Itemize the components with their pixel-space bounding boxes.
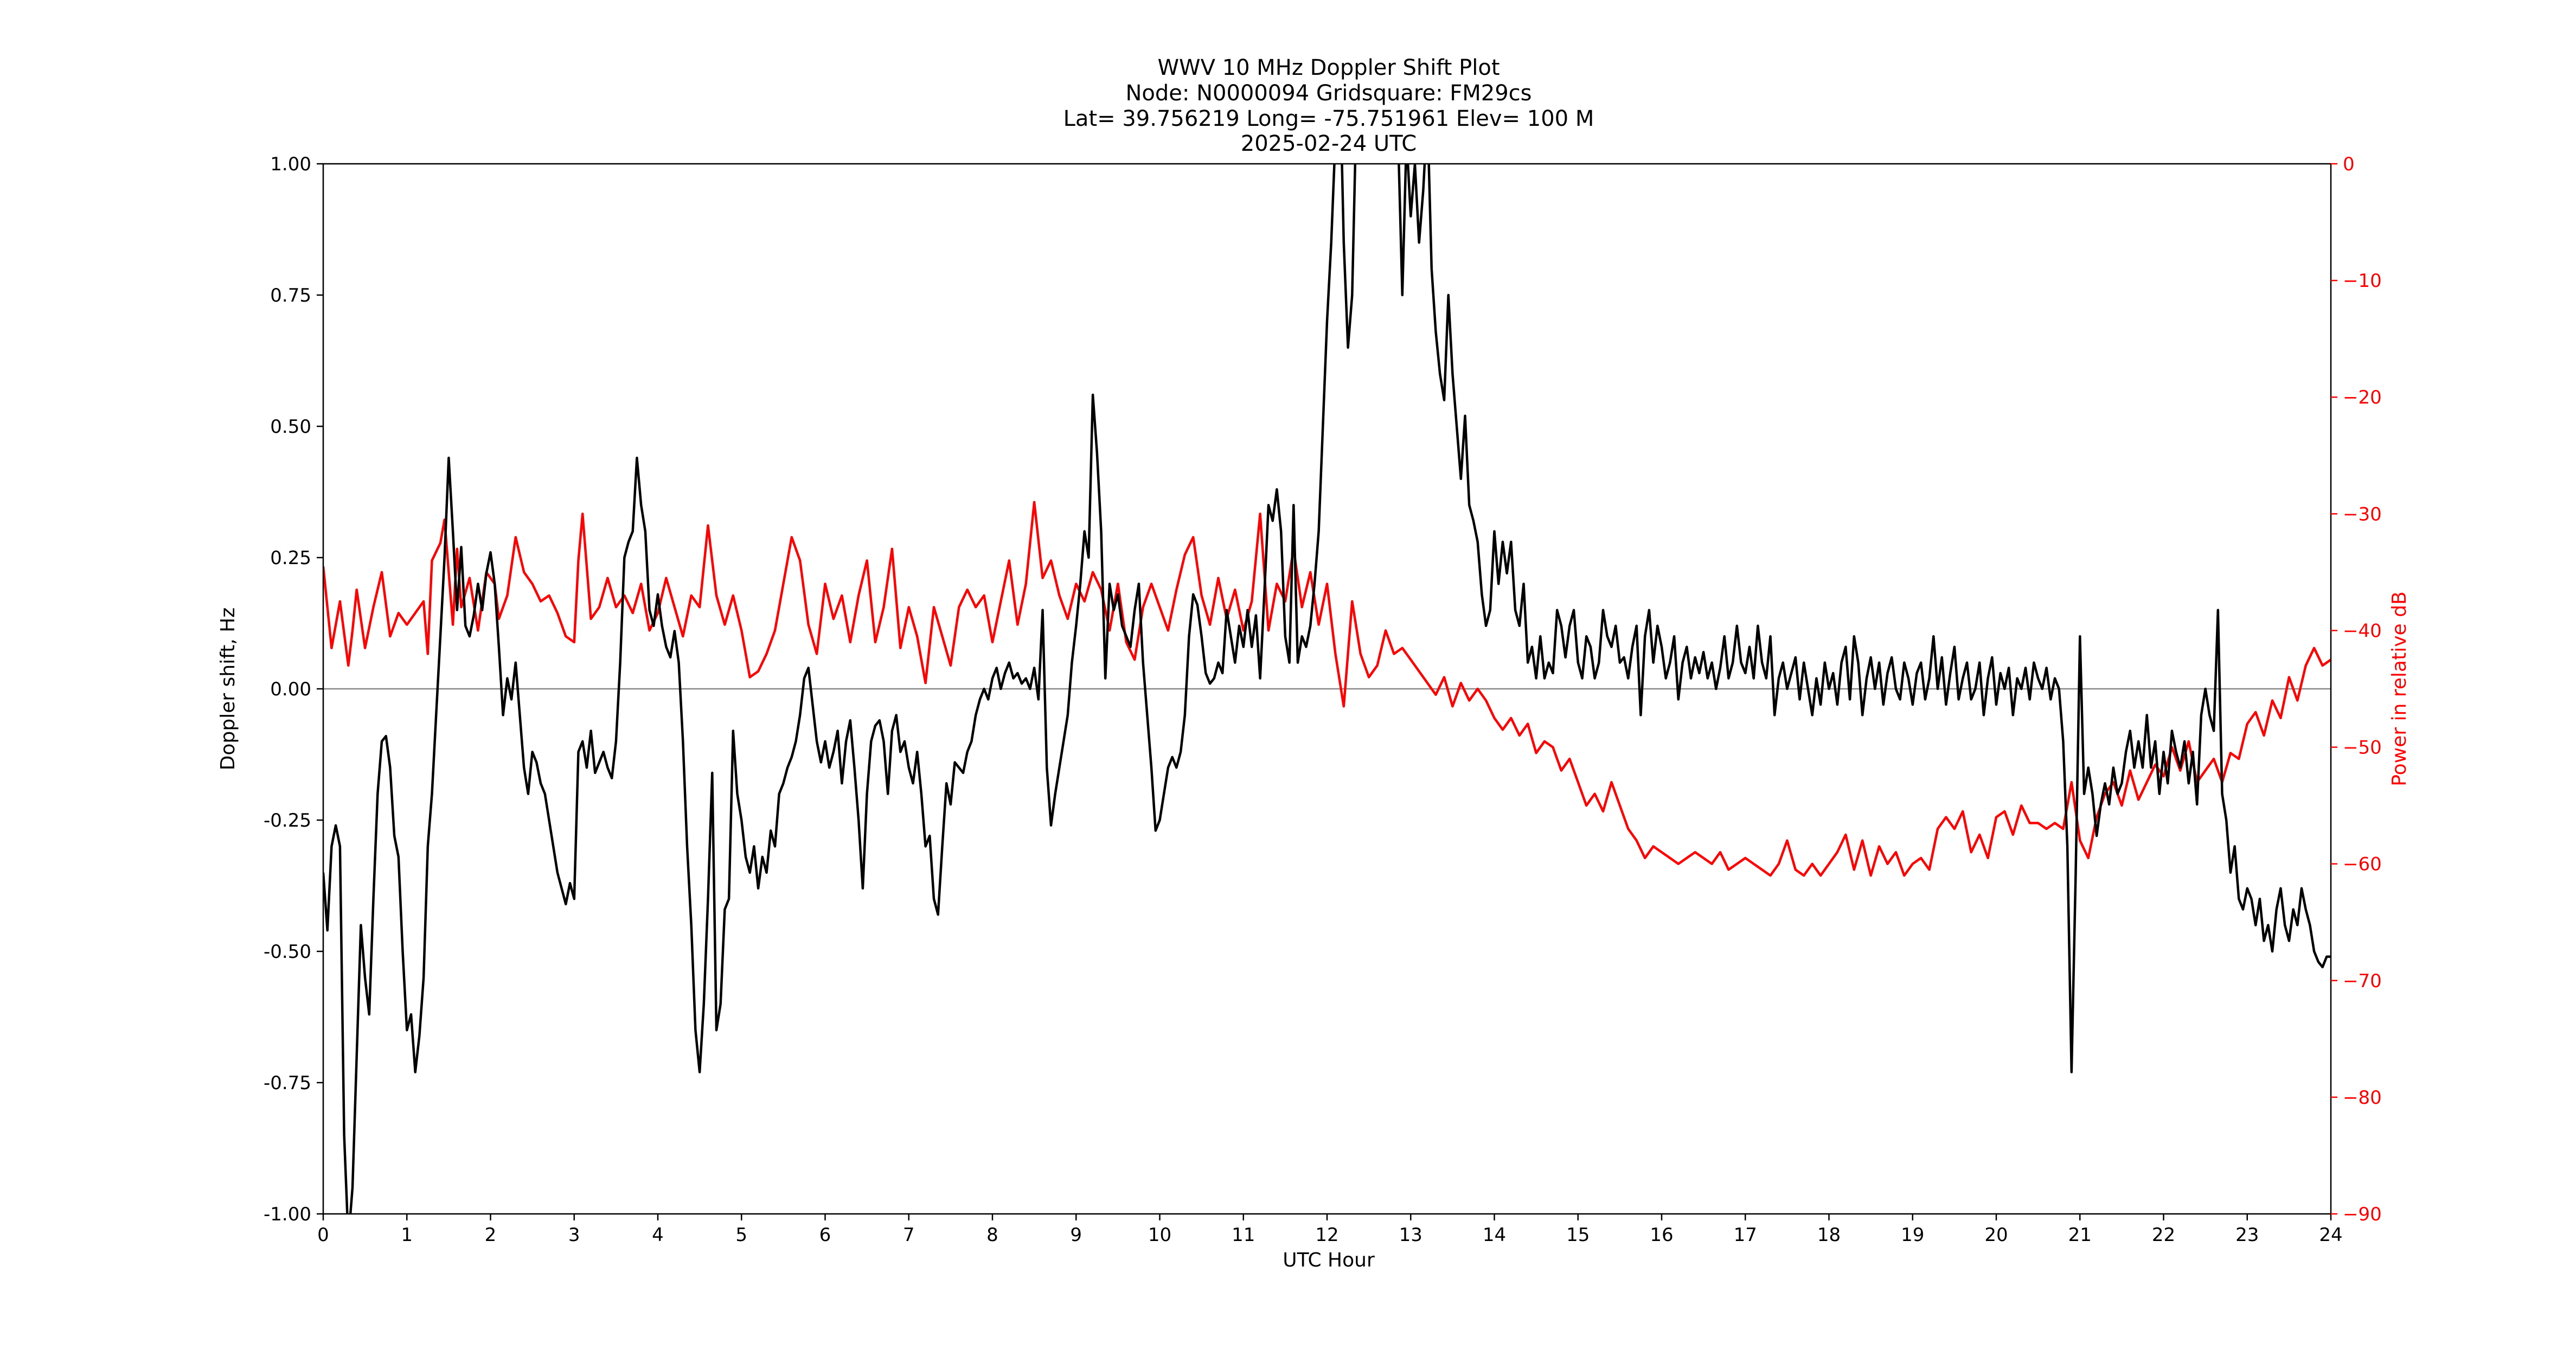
- y-right-tick-label: −20: [2343, 387, 2382, 408]
- y-right-axis-ticks: 0 −10 −20 −30 −40 −50 −60 −70 −80 −90: [2331, 153, 2382, 1225]
- x-tick-label: 16: [1650, 1224, 1673, 1246]
- x-tick-label: 3: [568, 1224, 580, 1246]
- doppler-series-line: [323, 164, 2331, 1214]
- x-tick-label: 21: [2068, 1224, 2092, 1246]
- x-tick-label: 4: [652, 1224, 664, 1246]
- x-tick-label: 9: [1070, 1224, 1082, 1246]
- x-tick-label: 0: [317, 1224, 329, 1246]
- y-left-axis-ticks: -1.00 -0.75 -0.50 -0.25 0.00 0.25 0.50 0.75 1.00: [264, 153, 323, 1225]
- x-tick-label: 7: [903, 1224, 915, 1246]
- x-tick-label: 5: [735, 1224, 747, 1246]
- y-left-tick-label: 0.25: [270, 547, 311, 569]
- x-tick-label: 18: [1817, 1224, 1841, 1246]
- x-tick-label: 1: [401, 1224, 413, 1246]
- y-right-tick-label: −60: [2343, 854, 2382, 875]
- x-tick-label: 17: [1734, 1224, 1757, 1246]
- title-line-1: WWV 10 MHz Doppler Shift Plot: [1157, 55, 1500, 80]
- x-tick-label: 22: [2152, 1224, 2175, 1246]
- y-right-tick-label: 0: [2343, 153, 2355, 175]
- title-line-2: Node: N0000094 Gridsquare: FM29cs: [1125, 81, 1531, 106]
- x-axis-label: UTC Hour: [1283, 1249, 1375, 1271]
- y-left-tick-label: 1.00: [270, 153, 311, 175]
- title-line-3: Lat= 39.756219 Long= -75.751961 Elev= 10…: [1063, 106, 1594, 131]
- x-tick-label: 11: [1232, 1224, 1255, 1246]
- chart-title: WWV 10 MHz Doppler Shift Plot Node: N000…: [1063, 55, 1594, 156]
- x-tick-label: 6: [819, 1224, 831, 1246]
- x-tick-label: 23: [2235, 1224, 2259, 1246]
- y-left-tick-label: -0.75: [264, 1072, 311, 1094]
- y-right-tick-label: −80: [2343, 1087, 2382, 1109]
- y-right-tick-label: −50: [2343, 737, 2382, 759]
- y-left-tick-label: -1.00: [264, 1204, 311, 1225]
- x-tick-label: 20: [1984, 1224, 2008, 1246]
- x-tick-label: 15: [1566, 1224, 1590, 1246]
- x-axis-ticks: 0 1 2 3 4 5 6 7 8 9 10 11 12 13 14 15 16 17 18 19 20 21 22 23 24: [317, 1214, 2343, 1246]
- x-tick-label: 12: [1315, 1224, 1338, 1246]
- y-right-tick-label: −40: [2343, 620, 2382, 642]
- x-tick-label: 10: [1148, 1224, 1171, 1246]
- y-right-tick-label: −30: [2343, 503, 2382, 525]
- x-tick-label: 8: [986, 1224, 998, 1246]
- y-right-tick-label: −90: [2343, 1204, 2382, 1225]
- y-left-tick-label: 0.50: [270, 416, 311, 438]
- y-right-tick-label: −70: [2343, 970, 2382, 992]
- x-tick-label: 13: [1399, 1224, 1422, 1246]
- y-right-axis-label: Power in relative dB: [2388, 591, 2411, 786]
- y-left-tick-label: 0.00: [270, 679, 311, 700]
- y-left-tick-label: 0.75: [270, 285, 311, 306]
- doppler-line-path: [323, 164, 2331, 1214]
- y-left-axis-label: Doppler shift, Hz: [217, 607, 239, 770]
- y-left-tick-label: -0.25: [264, 810, 311, 831]
- y-left-tick-label: -0.50: [264, 941, 311, 963]
- x-tick-label: 24: [2319, 1224, 2342, 1246]
- x-tick-label: 19: [1901, 1224, 1924, 1246]
- x-tick-label: 14: [1483, 1224, 1506, 1246]
- y-right-tick-label: −10: [2343, 270, 2382, 292]
- title-line-4: 2025-02-24 UTC: [1241, 131, 1417, 156]
- x-tick-label: 2: [485, 1224, 497, 1246]
